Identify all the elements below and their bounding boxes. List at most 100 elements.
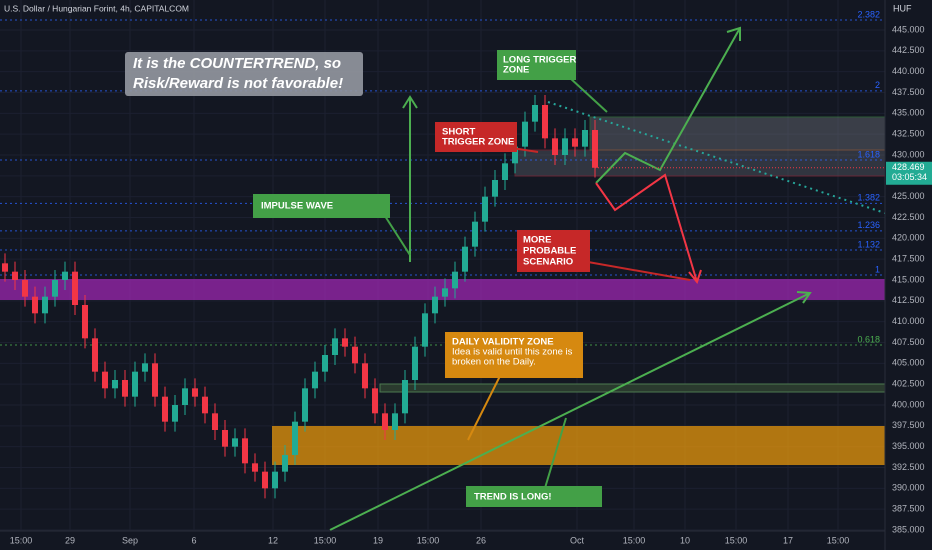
candle-body — [582, 130, 588, 147]
fib-label: 2.382 — [857, 9, 880, 19]
candle-body — [512, 146, 518, 164]
x-tick-label: 15:00 — [827, 535, 850, 545]
candle-body — [462, 246, 468, 272]
candle-body — [42, 296, 48, 314]
y-tick-label: 412.500 — [892, 295, 925, 305]
candle-body — [272, 471, 278, 489]
callout — [517, 230, 590, 272]
candle-body — [2, 263, 8, 272]
y-tick-label: 417.500 — [892, 254, 925, 264]
y-tick-label: 387.500 — [892, 504, 925, 514]
callout-text: TRIGGER ZONE — [442, 137, 514, 148]
candle-body — [392, 413, 398, 430]
y-tick-label: 422.500 — [892, 212, 925, 222]
x-tick-label: 15:00 — [417, 535, 440, 545]
candle-body — [262, 471, 268, 489]
x-tick-label: 15:00 — [623, 535, 646, 545]
x-tick-label: 26 — [476, 535, 486, 545]
countdown: 03:05:34 — [892, 172, 927, 182]
callout-text: ZONE — [503, 65, 529, 76]
candle-body — [62, 271, 68, 280]
candle-body — [472, 221, 478, 247]
fib-label: 1.618 — [857, 149, 880, 159]
callout-text: Risk/Reward is not favorable! — [133, 75, 343, 92]
candle-body — [152, 363, 158, 397]
y-tick-label: 432.500 — [892, 129, 925, 139]
callout-text: DAILY VALIDITY ZONE — [452, 337, 554, 348]
y-tick-label: 402.500 — [892, 379, 925, 389]
pointer — [569, 77, 608, 113]
callout — [435, 122, 517, 152]
y-tick-label: 430.000 — [892, 149, 925, 159]
y-tick-label: 395.000 — [892, 441, 925, 451]
short-path — [595, 173, 698, 283]
candle-body — [422, 313, 428, 347]
y-tick-label: 400.000 — [892, 399, 925, 409]
candle-body — [332, 338, 338, 355]
minor-zone — [379, 383, 886, 393]
candle-body — [232, 438, 238, 447]
candle-body — [552, 138, 558, 155]
pointer — [544, 417, 567, 489]
candle-body — [192, 388, 198, 397]
candle-body — [122, 380, 128, 397]
candle-body — [142, 363, 148, 372]
y-tick-label: 410.000 — [892, 316, 925, 326]
candle-body — [172, 405, 178, 422]
pointer — [467, 375, 501, 441]
currency: HUF — [893, 3, 912, 13]
candle-body — [102, 371, 108, 389]
candle-body — [252, 463, 258, 472]
y-tick-label: 425.000 — [892, 191, 925, 201]
callout-text: Idea is valid until this zone is — [452, 347, 573, 358]
callout-text: TREND IS LONG! — [474, 492, 552, 503]
callout-text: broken on the Daily. — [452, 357, 536, 368]
callout — [497, 50, 576, 80]
candle-body — [212, 413, 218, 430]
arrow-head — [688, 269, 702, 285]
candle-body — [182, 388, 188, 405]
short-trigger-zone — [514, 149, 886, 177]
x-tick-label: 10 — [680, 535, 690, 545]
candle-body — [532, 105, 538, 122]
long-trigger-zone — [589, 116, 886, 151]
pointer — [511, 147, 539, 153]
candle-body — [72, 271, 78, 305]
callout-text: LONG TRIGGER — [503, 55, 577, 66]
callout — [253, 194, 390, 218]
y-tick-label: 407.500 — [892, 337, 925, 347]
candle-body — [592, 130, 598, 168]
fib-label: 1 — [875, 264, 880, 274]
candle-body — [402, 380, 408, 414]
y-tick-label: 415.000 — [892, 274, 925, 284]
callout-text: SCENARIO — [523, 257, 573, 268]
candle-body — [222, 430, 228, 447]
candle-body — [442, 288, 448, 297]
candle-body — [372, 388, 378, 414]
callout — [445, 332, 583, 378]
x-tick-label: 15:00 — [314, 535, 337, 545]
trend-line — [329, 292, 811, 531]
candle-body — [52, 280, 58, 297]
candle-body — [542, 105, 548, 139]
fib-levels: 2.382 2 1.618 1.382 1.236 1.132 1 0.618 — [0, 9, 885, 346]
fib-label: 0.618 — [857, 334, 880, 344]
arrow-head — [726, 26, 741, 41]
x-tick-label: 19 — [373, 535, 383, 545]
callout-text: PROBABLE — [523, 246, 576, 257]
candle-body — [282, 455, 288, 472]
last-price: 428.469 — [892, 162, 925, 172]
callout — [125, 52, 363, 96]
candle-body — [452, 271, 458, 289]
candle-body — [572, 138, 578, 147]
last-price-tag — [886, 161, 932, 185]
candle-body — [362, 363, 368, 389]
candle-body — [492, 180, 498, 197]
candle-body — [132, 371, 138, 397]
x-tick-label: 17 — [783, 535, 793, 545]
fib-label: 1.236 — [857, 220, 880, 230]
candle-body — [162, 396, 168, 422]
x-tick-label: 15:00 — [10, 535, 33, 545]
